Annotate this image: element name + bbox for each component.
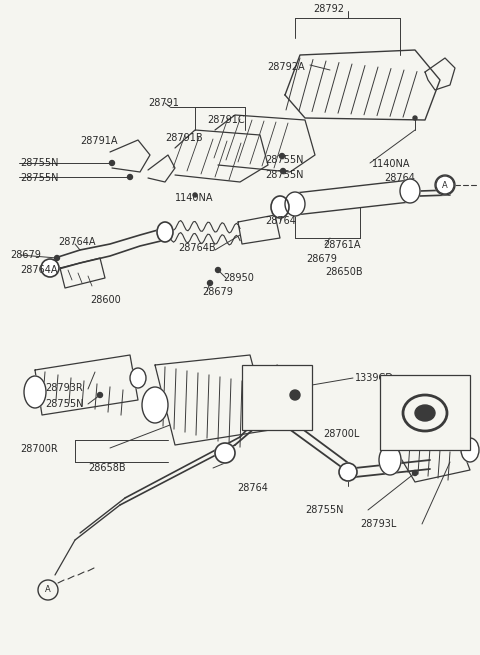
Text: 28791: 28791 (148, 98, 179, 108)
Circle shape (97, 392, 103, 398)
Text: 28679: 28679 (10, 250, 41, 260)
Ellipse shape (415, 405, 435, 421)
Text: 28764B: 28764B (178, 243, 216, 253)
Text: A: A (45, 586, 51, 595)
Ellipse shape (285, 192, 305, 216)
Circle shape (128, 174, 132, 179)
Circle shape (413, 116, 417, 120)
Text: 28764A: 28764A (58, 237, 96, 247)
Circle shape (292, 392, 298, 398)
Ellipse shape (130, 368, 146, 388)
Ellipse shape (403, 395, 447, 431)
Text: 28600: 28600 (90, 295, 121, 305)
Circle shape (193, 193, 197, 197)
Text: 28700R: 28700R (20, 444, 58, 454)
Text: 28764: 28764 (237, 483, 268, 493)
Text: 28793L: 28793L (360, 519, 396, 529)
Text: 1140NA: 1140NA (175, 193, 214, 203)
Text: 28755N: 28755N (45, 399, 84, 409)
Text: 28679: 28679 (306, 254, 337, 264)
FancyBboxPatch shape (242, 365, 312, 430)
Text: 28792: 28792 (313, 4, 344, 14)
Ellipse shape (379, 445, 401, 475)
Circle shape (290, 390, 300, 400)
Circle shape (207, 280, 213, 286)
Text: 28764: 28764 (265, 216, 296, 226)
Text: A: A (442, 181, 448, 189)
FancyBboxPatch shape (380, 375, 470, 450)
Text: 28755N: 28755N (265, 155, 303, 165)
Text: 28760C: 28760C (396, 375, 433, 385)
Text: 28792A: 28792A (267, 62, 305, 72)
Ellipse shape (24, 376, 46, 408)
Circle shape (412, 470, 418, 476)
Text: 28700L: 28700L (323, 429, 360, 439)
Ellipse shape (215, 443, 235, 463)
Text: 1339CD: 1339CD (355, 373, 394, 383)
Text: 28791A: 28791A (80, 136, 118, 146)
Text: 28658B: 28658B (88, 463, 126, 473)
Ellipse shape (435, 175, 455, 195)
Text: 28645B: 28645B (270, 415, 308, 425)
Text: 28791B: 28791B (165, 133, 203, 143)
Text: 28755N: 28755N (20, 158, 59, 168)
Text: 28762A: 28762A (269, 388, 307, 398)
Ellipse shape (461, 438, 479, 462)
Ellipse shape (142, 387, 168, 423)
Text: 28791C: 28791C (207, 115, 245, 125)
Circle shape (55, 255, 60, 261)
Ellipse shape (257, 377, 279, 407)
Circle shape (216, 267, 220, 272)
Ellipse shape (290, 390, 300, 400)
Text: 28764A: 28764A (20, 265, 58, 275)
Circle shape (279, 153, 285, 159)
Text: 28761A: 28761A (323, 240, 360, 250)
Text: 28679: 28679 (202, 287, 233, 297)
Text: 28764: 28764 (384, 173, 415, 183)
Circle shape (280, 168, 286, 174)
Text: 28950: 28950 (223, 273, 254, 283)
Ellipse shape (157, 222, 173, 242)
Ellipse shape (41, 259, 59, 277)
Text: 28755N: 28755N (305, 505, 344, 515)
Circle shape (109, 160, 115, 166)
Text: 1140NA: 1140NA (372, 159, 410, 169)
Ellipse shape (400, 179, 420, 203)
Text: 28793R: 28793R (45, 383, 83, 393)
Text: 28650B: 28650B (325, 267, 362, 277)
Text: 28755N: 28755N (20, 173, 59, 183)
Text: 28755N: 28755N (265, 170, 303, 180)
Ellipse shape (339, 463, 357, 481)
Ellipse shape (271, 196, 289, 218)
